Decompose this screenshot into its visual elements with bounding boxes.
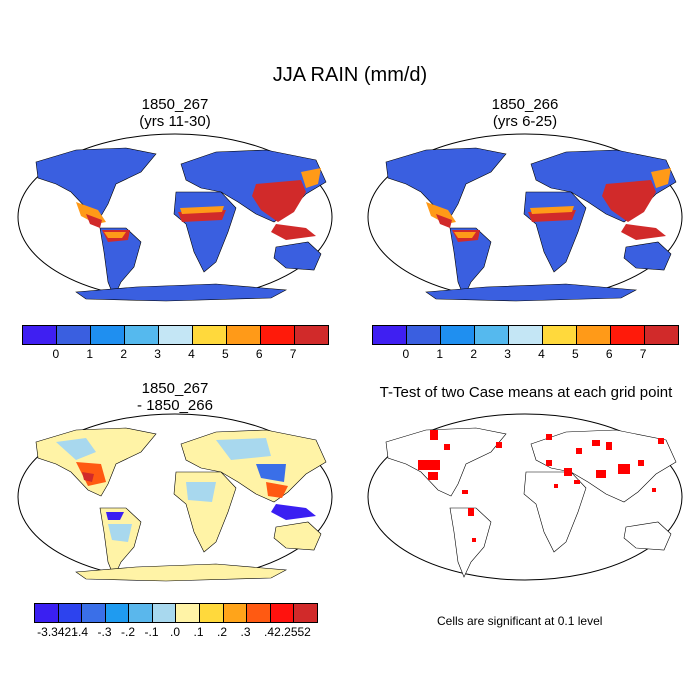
- colorbar-top-left: [22, 325, 329, 345]
- colorbar-rain-left-swatch: [125, 326, 159, 344]
- map-bottom-right: [366, 412, 684, 582]
- colorbar-rain-right-tick-label: 0: [402, 347, 410, 361]
- colorbar-rain-left-swatch: [295, 326, 328, 344]
- colorbar-diff-swatch: [176, 604, 201, 622]
- map-top-left: [16, 132, 334, 302]
- colorbar-rain-right-swatch: [577, 326, 611, 344]
- colorbar-diff-swatch: [152, 604, 177, 622]
- colorbar-diff-swatch: [200, 604, 224, 622]
- colorbar-diff-tick-label: -.4: [73, 625, 89, 639]
- colorbar-rain-left-tick-label: 2: [120, 347, 127, 361]
- colorbar-rain-left-tick-label: 7: [289, 347, 297, 361]
- colorbar-diff-swatch: [105, 604, 130, 622]
- colorbar-rain-left-swatch: [159, 326, 193, 344]
- colorbar-rain-left-tick-label: 4: [188, 347, 195, 361]
- colorbar-diff-swatch: [223, 604, 248, 622]
- map-top-right-svg: [367, 133, 683, 302]
- colorbar-rain-left-tick-label: 6: [255, 347, 263, 361]
- colorbar-diff-swatch: [58, 604, 83, 622]
- colorbar-diff-swatch: [294, 604, 317, 622]
- colorbar-rain-right-swatch: [373, 326, 407, 344]
- panel-title-top-right: 1850_266 (yrs 6-25): [366, 96, 684, 130]
- colorbar-diff-tick-label: -.1: [144, 625, 159, 639]
- map-bottom-right-svg: [367, 413, 683, 581]
- colorbar-rain-left-swatch: [261, 326, 295, 344]
- colorbar-diff-tick-label: .0: [169, 625, 181, 639]
- colorbar-rain-left-tick-label: 5: [221, 347, 229, 361]
- colorbar-diff-swatch: [82, 604, 106, 622]
- colorbar-rain-left-tick-label: 3: [154, 347, 161, 361]
- colorbar-rain-right-tick-label: 1: [436, 347, 444, 361]
- colorbar-rain-right-tick-label: 4: [538, 347, 545, 361]
- map-top-right: [366, 132, 684, 302]
- colorbar-diff-swatch: [270, 604, 295, 622]
- colorbar-diff-tick-label: -3.3421: [37, 625, 78, 639]
- panel-title-top-right-line2: (yrs 6-25): [492, 113, 558, 130]
- colorbar-rain-right-swatch: [475, 326, 509, 344]
- colorbar-rain-left-swatch: [57, 326, 91, 344]
- colorbar-diff-tick-label: -.2: [120, 625, 136, 639]
- colorbar-rain-right-tick-label: 2: [470, 347, 477, 361]
- colorbar-rain-right-swatch: [543, 326, 577, 344]
- colorbar-diff-tick-label: 2.2552: [274, 625, 311, 639]
- panel-title-bottom-right: T-Test of two Case means at each grid po…: [379, 384, 673, 401]
- colorbar-rain-right-swatch: [407, 326, 441, 344]
- colorbar-rain-right-tick-label: 7: [639, 347, 647, 361]
- colorbar-top-right: [372, 325, 679, 345]
- colorbar-rain-left-swatch: [91, 326, 125, 344]
- colorbar-rain-left-tick-label: 1: [86, 347, 94, 361]
- map-bottom-left: [16, 412, 334, 582]
- panel-title-bottom-left: 1850_267 - 1850_266: [16, 380, 334, 414]
- colorbar-rain-left-swatch: [23, 326, 57, 344]
- panel-title-top-right-line1: 1850_266: [491, 96, 559, 113]
- panel-title-bottom-left-line2: - 1850_266: [137, 397, 213, 414]
- colorbar-diff-tick-label: .1: [193, 625, 204, 639]
- panel-title-top-left-line1: 1850_267: [141, 96, 209, 113]
- colorbar-rain-right-swatch: [645, 326, 678, 344]
- figure-title: JJA RAIN (mm/d): [272, 64, 428, 86]
- colorbar-rain-right-tick-label: 6: [605, 347, 613, 361]
- colorbar-diff-tick-label: -.3: [97, 625, 112, 639]
- panel-title-top-left: 1850_267 (yrs 11-30): [16, 96, 334, 130]
- colorbar-diff-tick-label: .3: [240, 625, 251, 639]
- significant-cells: [418, 430, 664, 542]
- colorbar-bottom-left: [34, 603, 318, 623]
- colorbar-rain-right-swatch: [611, 326, 645, 344]
- colorbar-rain-right-tick-label: 3: [504, 347, 511, 361]
- colorbar-rain-left-tick-label: 0: [52, 347, 60, 361]
- panel-title-bottom-left-line1: 1850_267: [141, 380, 209, 397]
- colorbar-rain-right-swatch: [441, 326, 475, 344]
- colorbar-diff-swatch: [35, 604, 59, 622]
- panel-title-top-left-line2: (yrs 11-30): [139, 113, 211, 130]
- map-bottom-left-svg: [17, 413, 333, 582]
- colorbar-rain-right-tick-label: 5: [571, 347, 579, 361]
- colorbar-rain-right-swatch: [509, 326, 543, 344]
- colorbar-diff-swatch: [129, 604, 153, 622]
- map-top-left-svg: [17, 133, 333, 302]
- colorbar-diff-swatch: [247, 604, 271, 622]
- colorbar-diff-tick-label: .2: [216, 625, 228, 639]
- ttest-note: Cells are significant at 0.1 level: [437, 614, 603, 628]
- colorbar-diff-tick-label: .4: [263, 625, 275, 639]
- colorbar-rain-left-swatch: [227, 326, 261, 344]
- colorbar-rain-left-swatch: [193, 326, 227, 344]
